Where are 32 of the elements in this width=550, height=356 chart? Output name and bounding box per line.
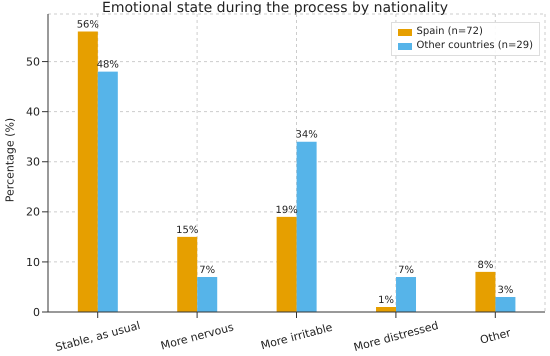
bar [276, 216, 297, 312]
data-label: 15% [176, 224, 198, 236]
x-tick-label: More nervous [159, 320, 236, 352]
y-tick-label: 50 [26, 55, 40, 68]
bar [177, 236, 198, 312]
data-label: 7% [398, 264, 414, 276]
bar [376, 306, 396, 312]
y-axis-title: Percentage (%) [4, 118, 16, 202]
bar [475, 272, 496, 312]
data-label: 7% [199, 264, 216, 276]
data-label: 8% [477, 260, 494, 271]
chart-title: Emotional state during the process by nationality [100, 0, 449, 16]
data-label: 1% [378, 294, 394, 306]
legend-label: Spain (n=72) [416, 25, 483, 39]
data-label: 3% [497, 284, 514, 296]
y-tick-label: 20 [26, 206, 40, 219]
y-tick-label: 0 [33, 306, 40, 319]
legend-label: Other countries (n=29) [416, 39, 533, 53]
data-label: 34% [296, 130, 318, 141]
bar [78, 32, 98, 312]
x-tick-label: More irritable [259, 320, 334, 352]
x-tick-label: Stable, as usual [54, 318, 142, 354]
bar [495, 296, 516, 312]
bar [98, 72, 118, 312]
y-tick-label: 10 [26, 256, 40, 269]
bar [396, 276, 416, 312]
bar [296, 142, 317, 312]
bar [197, 276, 218, 312]
x-tick-label: Other [478, 326, 513, 347]
y-tick-label: 40 [26, 106, 40, 119]
y-tick-label: 30 [26, 156, 40, 169]
data-label: 56% [76, 20, 99, 31]
